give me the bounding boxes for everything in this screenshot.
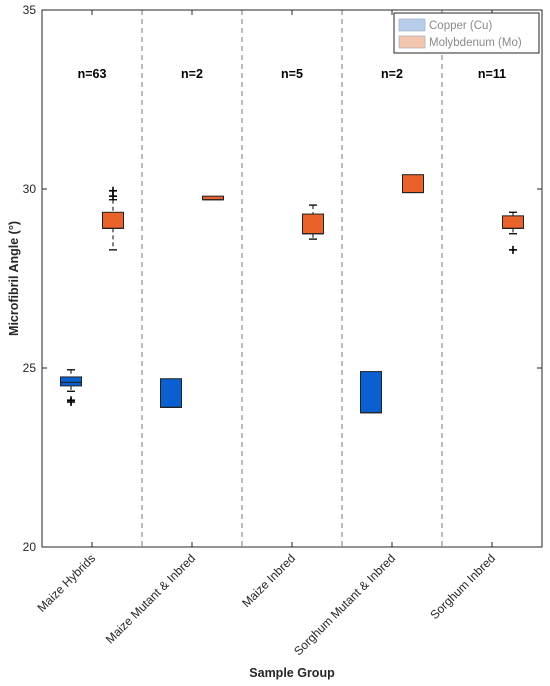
group-count-label: n=2 xyxy=(181,67,203,81)
plot-frame xyxy=(41,9,543,548)
x-tick-label: Maize Hybrids xyxy=(34,551,98,615)
x-tick-label: Maize Inbred xyxy=(239,551,298,610)
legend-label: Molybdenum (Mo) xyxy=(429,37,522,49)
y-axis-title: Microfibril Angle (°) xyxy=(7,221,21,336)
legend-swatch xyxy=(398,35,426,49)
x-axis-title: Sample Group xyxy=(249,666,335,680)
legend-label: Copper (Cu) xyxy=(429,20,492,32)
box-layer xyxy=(60,174,524,414)
box-copper xyxy=(60,376,82,387)
y-tick-label: 20 xyxy=(23,540,37,554)
box-molybdenum xyxy=(302,213,324,235)
x-tick-label: Maize Mutant & Inbred xyxy=(103,551,198,646)
box-copper xyxy=(160,378,182,408)
group-count-label: n=63 xyxy=(78,67,107,81)
separator-layer xyxy=(42,9,542,548)
text-layer: 20 25 30 35 Maize Hybrids n=63 Maize Mutant & … xyxy=(7,3,506,680)
box-molybdenum xyxy=(102,211,124,229)
legend: Copper (Cu) Molybdenum (Mo) xyxy=(393,12,540,54)
box-molybdenum xyxy=(502,215,524,229)
y-tick-label: 30 xyxy=(23,182,37,196)
y-tick-label: 35 xyxy=(23,3,37,17)
x-tick-label: Sorghum Mutant & Inbred xyxy=(291,551,398,658)
box-molybdenum xyxy=(402,174,424,194)
y-tick-label: 25 xyxy=(23,361,37,375)
group-count-label: n=11 xyxy=(478,67,506,81)
group-count-label: n=5 xyxy=(281,67,303,81)
group-count-label: n=2 xyxy=(381,67,403,81)
legend-swatch xyxy=(398,18,426,32)
x-tick-label: Sorghum Inbred xyxy=(427,551,498,622)
box-copper xyxy=(360,371,382,414)
